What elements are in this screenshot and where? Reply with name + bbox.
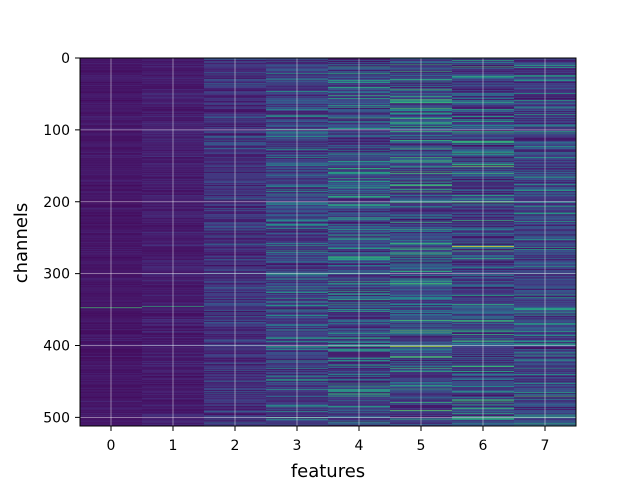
x-tick-label: 4 — [355, 438, 364, 454]
axes: 0 1 2 3 4 5 6 7 0 100 200 300 400 500 — [43, 51, 577, 454]
x-tick-label: 0 — [107, 438, 116, 454]
y-tick-label: 0 — [61, 51, 70, 67]
y-tick-label: 200 — [43, 195, 70, 211]
y-axis-label: channels — [11, 203, 32, 284]
heatmap-cells — [80, 58, 576, 427]
plot-frame — [79, 57, 577, 427]
x-tick-label: 5 — [417, 438, 426, 454]
grid-lines — [80, 57, 576, 426]
y-tick-label: 400 — [43, 339, 70, 355]
x-tick-label: 7 — [541, 438, 550, 454]
x-axis-label: features — [291, 461, 365, 480]
x-tick-label: 3 — [293, 438, 302, 454]
y-tick-label: 300 — [43, 267, 70, 283]
x-tick-label: 2 — [231, 438, 240, 454]
y-tick-label: 100 — [43, 123, 70, 139]
x-tick-label: 1 — [169, 438, 178, 454]
y-tick-label: 500 — [43, 410, 70, 426]
x-tick-label: 6 — [479, 438, 488, 454]
